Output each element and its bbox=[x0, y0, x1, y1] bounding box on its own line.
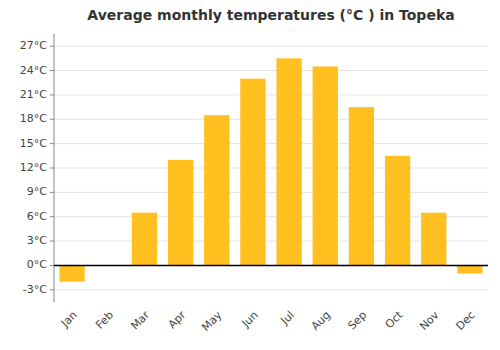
grid-line bbox=[54, 168, 488, 169]
y-tick bbox=[50, 241, 54, 242]
y-tick-label: 0°C bbox=[27, 258, 47, 271]
x-tick-label: Feb bbox=[93, 309, 116, 332]
bar bbox=[421, 213, 446, 266]
x-tick-label: Sep bbox=[345, 309, 369, 333]
y-tick-label: -3°C bbox=[23, 283, 47, 296]
bar bbox=[168, 160, 193, 266]
y-tick-label: 21°C bbox=[20, 88, 47, 101]
grid-line bbox=[54, 265, 488, 266]
y-tick-label: 9°C bbox=[27, 185, 47, 198]
bar bbox=[385, 156, 410, 266]
y-tick bbox=[50, 70, 54, 71]
x-tick-label: May bbox=[199, 308, 225, 334]
chart: -3°C 0°C 3°C 6°C 9°C 12°C 15°C 18°C 21°C 24°C 27°C… bbox=[0, 0, 500, 350]
bar bbox=[204, 115, 229, 265]
y-tick-label: 27°C bbox=[20, 39, 47, 52]
bar bbox=[240, 79, 265, 266]
y-tick-label: 12°C bbox=[20, 161, 47, 174]
y-tick bbox=[50, 216, 54, 217]
bar bbox=[276, 58, 301, 265]
y-tick bbox=[50, 168, 54, 169]
y-tick-label: 6°C bbox=[27, 210, 47, 223]
grid bbox=[54, 46, 488, 290]
x-axis: Jan Feb Mar Apr May Jun Jul Aug Sep Oct Nov Dec bbox=[58, 308, 478, 334]
y-tick bbox=[50, 46, 54, 47]
x-tick-label: Jan bbox=[58, 309, 80, 331]
bar bbox=[457, 265, 482, 273]
y-tick bbox=[50, 192, 54, 193]
bar bbox=[132, 213, 157, 266]
bar bbox=[349, 107, 374, 265]
x-tick-label: Aug bbox=[309, 309, 333, 333]
y-tick-label: 18°C bbox=[20, 112, 47, 125]
y-tick bbox=[50, 289, 54, 290]
grid-line bbox=[54, 94, 488, 95]
x-tick-label: Mar bbox=[128, 308, 152, 332]
y-tick-label: 3°C bbox=[27, 234, 47, 247]
zero-line bbox=[54, 265, 488, 267]
x-tick-label: Oct bbox=[383, 308, 406, 331]
y-tick-label: 15°C bbox=[20, 137, 47, 150]
grid-line bbox=[54, 143, 488, 144]
grid-line bbox=[54, 192, 488, 193]
bar bbox=[313, 66, 338, 265]
y-axis: -3°C 0°C 3°C 6°C 9°C 12°C 15°C 18°C 21°C 24°C 27°C bbox=[20, 34, 54, 302]
y-tick bbox=[50, 94, 54, 95]
grid-line bbox=[54, 46, 488, 47]
bar bbox=[59, 265, 84, 281]
x-tick-label: Dec bbox=[453, 309, 477, 333]
x-tick-label: Jun bbox=[239, 309, 261, 331]
y-axis-line bbox=[54, 34, 55, 302]
y-tick-label: 24°C bbox=[20, 64, 47, 77]
title: Average monthly temperatures (°C ) in To… bbox=[87, 7, 454, 23]
x-tick-label: Apr bbox=[166, 308, 189, 331]
grid-line bbox=[54, 289, 488, 290]
bars bbox=[59, 58, 482, 281]
y-tick bbox=[50, 119, 54, 120]
x-tick-label: Jul bbox=[278, 309, 297, 328]
grid-line bbox=[54, 70, 488, 71]
x-tick-label: Nov bbox=[417, 308, 442, 333]
y-tick bbox=[50, 143, 54, 144]
grid-line bbox=[54, 119, 488, 120]
y-tick bbox=[50, 265, 54, 266]
chart-container: -3°C 0°C 3°C 6°C 9°C 12°C 15°C 18°C 21°C 24°C 27°C… bbox=[0, 0, 500, 350]
